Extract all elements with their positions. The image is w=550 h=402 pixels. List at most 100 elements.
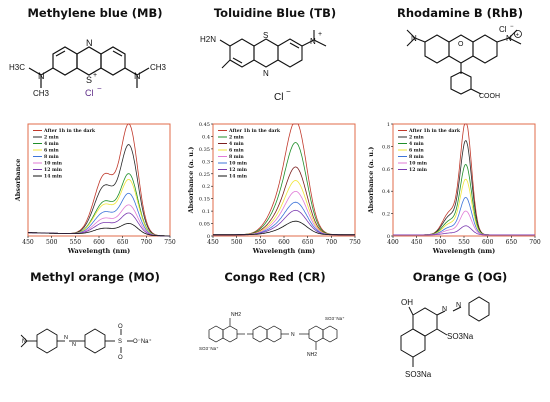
mb-series-line xyxy=(27,222,170,237)
cr-so3na-left: SO3⁻Na⁺ xyxy=(199,346,219,351)
mb-absorbance-chart: 450 500 550 600 650 700 750 Wavelength (nm) Abso… xyxy=(14,123,176,255)
tb-xtick-label: 650 xyxy=(302,239,314,246)
rhb-plot-area xyxy=(392,123,536,237)
tb-ytick-label: 0.15 xyxy=(199,197,210,203)
mo-s: S xyxy=(118,339,122,345)
cr-nh2-top: NH2 xyxy=(231,312,241,318)
tb-legend-label: 12 min xyxy=(229,167,248,173)
mb-xtick-label: 500 xyxy=(46,239,58,246)
tb-ytick-label: 0.3 xyxy=(202,159,210,165)
tb-legend-label: 14 min xyxy=(229,174,248,180)
rhb-ytick-label: 0 xyxy=(387,234,390,240)
tb-ytick-label: 0.4 xyxy=(202,134,210,140)
title-methylene-blue: Methylene blue (MB) xyxy=(27,6,163,20)
tb-ytick-label: 0.05 xyxy=(199,222,210,228)
mb-legend-label: 14 min xyxy=(44,174,63,180)
og-oh: OH xyxy=(401,298,413,307)
rhb-plus: + xyxy=(516,33,520,39)
mb-ch3-right: CH3 xyxy=(150,63,167,72)
mo-o-bot: O xyxy=(118,355,123,361)
tb-ylabel: Absorbance (a. u.) xyxy=(187,147,195,215)
tb-xlabel: Wavelength (nm) xyxy=(252,247,315,255)
og-n1: N xyxy=(442,306,447,313)
mb-xtick-label: 650 xyxy=(117,239,129,246)
rhb-xtick-label: 400 xyxy=(387,239,399,246)
tb-xtick-label: 450 xyxy=(207,239,219,246)
mb-legend-label: 2 min xyxy=(44,135,59,141)
rhb-cl: Cl xyxy=(499,25,507,34)
toluidine-blue-structure: H2N S N N + Cl − xyxy=(200,30,327,103)
tb-ytick-label: 0.1 xyxy=(202,209,210,215)
tb-ytick-label: 0.2 xyxy=(202,184,210,190)
mb-xlabel: Wavelength (nm) xyxy=(67,247,130,255)
mb-cl: Cl xyxy=(85,88,94,98)
rhb-series-line xyxy=(393,225,535,236)
rhb-legend-label: 8 min xyxy=(409,154,424,160)
tb-ytick-label: 0.45 xyxy=(199,122,210,128)
tb-minus: − xyxy=(286,87,291,96)
title-orange-g: Orange G (OG) xyxy=(412,270,508,284)
mo-o-top: O xyxy=(118,324,123,330)
mb-legend-label: 4 min xyxy=(44,141,59,147)
mb-xtick-label: 750 xyxy=(164,239,176,246)
rhb-legend-label: After 1h in the dark xyxy=(408,128,461,134)
tb-n-plus: N xyxy=(310,37,316,46)
rhb-legend-label: 2 min xyxy=(409,135,424,141)
mb-legend-label: 12 min xyxy=(44,167,63,173)
title-rhodamine-b: Rhodamine B (RhB) xyxy=(397,6,523,20)
mb-plot-area xyxy=(27,123,171,237)
mb-minus: − xyxy=(97,84,102,93)
tb-legend-label: 2 min xyxy=(229,135,244,141)
mo-n1: N xyxy=(64,335,68,341)
mb-xtick-label: 600 xyxy=(93,239,105,246)
og-n2: N xyxy=(456,302,461,309)
rhb-xtick-label: 550 xyxy=(458,239,470,246)
rhb-absorbance-chart: 400 450 500 550 600 650 700 0 0.2 0.4 0.6 0.8 1 Wavel… xyxy=(367,122,541,255)
rhb-ytick-label: 0.4 xyxy=(382,189,390,195)
rhb-xtick-label: 650 xyxy=(506,239,518,246)
tb-plot-area xyxy=(212,123,356,237)
mo-ona: O⁻Na⁺ xyxy=(133,338,152,345)
rhb-ytick-label: 0.8 xyxy=(382,144,390,150)
tb-xtick-label: 600 xyxy=(278,239,290,246)
title-methyl-orange: Methyl orange (MO) xyxy=(30,270,160,284)
rhb-n-right: N xyxy=(506,34,512,43)
rhb-xtick-label: 500 xyxy=(435,239,447,246)
rhb-cooh: COOH xyxy=(479,93,500,100)
rhb-xtick-label: 600 xyxy=(482,239,494,246)
rhb-ylabel: Absorbance (a. u.) xyxy=(367,147,375,215)
rhb-legend-label: 6 min xyxy=(409,148,424,154)
rhb-legend-label: 4 min xyxy=(409,141,424,147)
cr-nh2-bot: NH2 xyxy=(307,352,317,358)
rhb-legend-label: 10 min xyxy=(409,161,428,167)
tb-legend-label: 8 min xyxy=(229,154,244,160)
tb-legend-label: 6 min xyxy=(229,148,244,154)
rhb-xtick-label: 450 xyxy=(411,239,423,246)
og-so3na-1: SO3Na xyxy=(447,332,474,341)
tb-xtick-label: 550 xyxy=(255,239,267,246)
tb-h2n: H2N xyxy=(200,35,216,44)
mb-h3c: H3C xyxy=(9,63,25,72)
mb-n-top: N xyxy=(86,38,93,48)
mb-plus: + xyxy=(93,72,97,79)
mb-xtick-label: 450 xyxy=(22,239,34,246)
tb-series-line xyxy=(213,220,355,236)
tb-n-mid: N xyxy=(263,69,269,78)
og-so3na-2: SO3Na xyxy=(405,370,432,379)
rhb-ytick-label: 1 xyxy=(387,122,390,128)
tb-ytick-label: 0.35 xyxy=(199,147,210,153)
rhb-xlabel: Wavelength (nm) xyxy=(432,247,495,255)
rhb-xtick-label: 700 xyxy=(529,239,541,246)
mb-legend-label: 6 min xyxy=(44,148,59,154)
chart-toluidine-blue: 450 500 550 600 650 700 750 0 0.05 0.1 0.15 0.2 0.25… xyxy=(187,120,361,265)
mb-xtick-label: 700 xyxy=(141,239,153,246)
tb-xtick-label: 750 xyxy=(349,239,361,246)
tb-legend-label: 10 min xyxy=(229,161,248,167)
mo-n-amine: N xyxy=(22,339,26,345)
cr-n: N xyxy=(291,332,295,338)
rhb-ytick-label: 0.2 xyxy=(382,212,390,218)
rhb-ytick-label: 0.6 xyxy=(382,167,390,173)
methylene-blue-structure: N S + N N H3C CH3 CH3 Cl − xyxy=(9,38,167,98)
rhb-legend-label: 12 min xyxy=(409,167,428,173)
tb-legend-label: After 1h in the dark xyxy=(228,128,281,134)
